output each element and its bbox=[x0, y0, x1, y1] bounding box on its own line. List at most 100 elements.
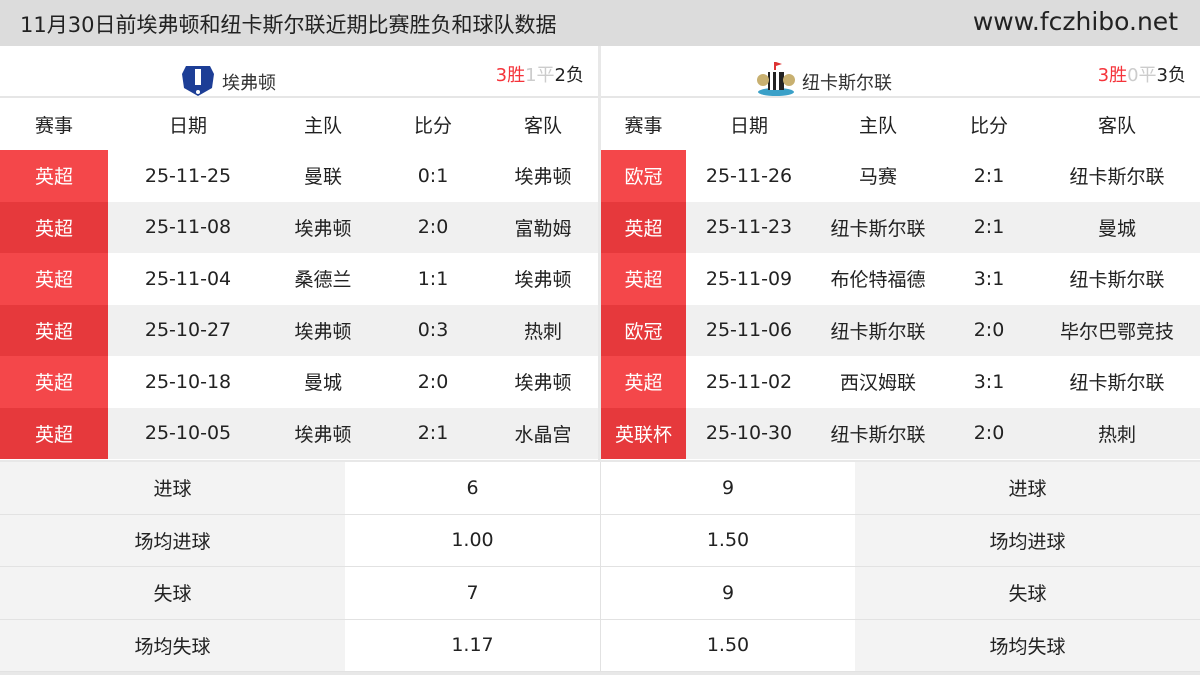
score: 0:3 bbox=[417, 319, 449, 342]
team-name: 埃弗顿 bbox=[178, 60, 276, 103]
column-header: 比分 bbox=[969, 114, 1008, 137]
stat-value-right: 1.50 bbox=[600, 514, 855, 566]
date: 25-10-27 bbox=[144, 319, 232, 342]
score: 2:0 bbox=[417, 370, 449, 393]
home-team: 纽卡斯尔联 bbox=[830, 320, 926, 343]
table-header: 赛事 日期 主队 比分 客队 bbox=[601, 98, 1200, 150]
competition: 英超 bbox=[0, 253, 108, 305]
away-team: 埃弗顿 bbox=[514, 372, 572, 395]
date: 25-10-05 bbox=[144, 422, 232, 445]
competition: 欧冠 bbox=[601, 150, 686, 202]
stat-value-left: 1.17 bbox=[345, 619, 600, 671]
match-row[interactable]: 英超 25-11-23 纽卡斯尔联 2:1 曼城 bbox=[601, 201, 1200, 253]
score: 2:1 bbox=[973, 216, 1005, 239]
stat-label-left: 进球 bbox=[0, 462, 345, 514]
competition: 英超 bbox=[601, 356, 686, 408]
competition: 英超 bbox=[0, 304, 108, 356]
match-row[interactable]: 英超 25-10-18 曼城 2:0 埃弗顿 bbox=[0, 356, 598, 408]
match-row[interactable]: 英超 25-11-08 埃弗顿 2:0 富勒姆 bbox=[0, 201, 598, 253]
stat-label-right: 场均失球 bbox=[855, 619, 1200, 671]
match-row[interactable]: 欧冠 25-11-06 纽卡斯尔联 2:0 毕尔巴鄂竞技 bbox=[601, 304, 1200, 356]
match-row[interactable]: 英联杯 25-10-30 纽卡斯尔联 2:0 热刺 bbox=[601, 407, 1200, 459]
column-header: 日期 bbox=[729, 114, 768, 137]
away-team: 水晶宫 bbox=[514, 423, 572, 446]
score: 2:0 bbox=[973, 422, 1005, 445]
competition: 英超 bbox=[0, 407, 108, 459]
column-header: 主队 bbox=[858, 114, 897, 137]
competition: 欧冠 bbox=[601, 304, 686, 356]
site-url[interactable]: www.fczhibo.net bbox=[972, 7, 1178, 36]
stat-label-right: 进球 bbox=[855, 462, 1200, 514]
newcastle-crest-icon bbox=[754, 60, 798, 103]
away-team: 埃弗顿 bbox=[514, 269, 572, 292]
away-team: 纽卡斯尔联 bbox=[1069, 269, 1165, 292]
score: 2:1 bbox=[417, 422, 449, 445]
stat-row: 场均失球 1.17 1.50 场均失球 bbox=[0, 619, 1200, 672]
team-name: 纽卡斯尔联 bbox=[754, 60, 892, 103]
away-team: 富勒姆 bbox=[514, 217, 572, 240]
score: 3:1 bbox=[973, 267, 1005, 290]
match-row[interactable]: 英超 25-11-04 桑德兰 1:1 埃弗顿 bbox=[0, 253, 598, 305]
away-team: 热刺 bbox=[1097, 423, 1136, 446]
stat-value-right: 1.50 bbox=[600, 619, 855, 671]
date: 25-11-26 bbox=[705, 164, 793, 187]
home-team: 纽卡斯尔联 bbox=[830, 217, 926, 240]
date: 25-11-09 bbox=[705, 267, 793, 290]
match-row[interactable]: 欧冠 25-11-26 马赛 2:1 纽卡斯尔联 bbox=[601, 150, 1200, 202]
table-header: 赛事 日期 主队 比分 客队 bbox=[0, 98, 598, 150]
date: 25-11-25 bbox=[144, 164, 232, 187]
home-team: 纽卡斯尔联 bbox=[830, 423, 926, 446]
home-team: 埃弗顿 bbox=[294, 320, 352, 343]
date: 25-11-02 bbox=[705, 370, 793, 393]
away-team: 纽卡斯尔联 bbox=[1069, 166, 1165, 189]
title-bar: 11月30日前埃弗顿和纽卡斯尔联近期比赛胜负和球队数据 www.fczhibo.… bbox=[0, 0, 1200, 46]
stat-row: 失球 7 9 失球 bbox=[0, 567, 1200, 620]
date: 25-11-23 bbox=[705, 216, 793, 239]
score: 2:0 bbox=[417, 216, 449, 239]
column-header: 赛事 bbox=[34, 114, 73, 137]
competition: 英超 bbox=[0, 201, 108, 253]
page-title: 11月30日前埃弗顿和纽卡斯尔联近期比赛胜负和球队数据 bbox=[20, 13, 557, 37]
home-team: 埃弗顿 bbox=[294, 423, 352, 446]
home-team: 曼联 bbox=[303, 166, 342, 189]
stat-row: 场均进球 1.00 1.50 场均进球 bbox=[0, 514, 1200, 567]
home-team: 埃弗顿 bbox=[294, 217, 352, 240]
score: 2:1 bbox=[973, 164, 1005, 187]
stats-table: 进球 6 9 进球 场均进球 1.00 1.50 场均进球 失球 7 9 失球 场均失球 1.17 1.50… bbox=[0, 462, 1200, 672]
team-row: 埃弗顿 3胜1平2负 bbox=[0, 46, 598, 98]
match-row[interactable]: 英超 25-11-02 西汉姆联 3:1 纽卡斯尔联 bbox=[601, 356, 1200, 408]
column-header: 主队 bbox=[303, 114, 342, 137]
stat-value-left: 6 bbox=[345, 462, 600, 514]
score: 1:1 bbox=[417, 267, 449, 290]
home-team: 布伦特福德 bbox=[830, 269, 926, 292]
competition: 英超 bbox=[601, 201, 686, 253]
record: 3胜1平2负 bbox=[495, 65, 584, 86]
everton-crest-icon bbox=[178, 60, 218, 103]
column-header: 客队 bbox=[523, 114, 562, 137]
score: 3:1 bbox=[973, 370, 1005, 393]
competition: 英超 bbox=[601, 253, 686, 305]
match-row[interactable]: 英超 25-11-09 布伦特福德 3:1 纽卡斯尔联 bbox=[601, 253, 1200, 305]
stat-label-right: 失球 bbox=[855, 567, 1200, 619]
newcastle-panel: 纽卡斯尔联 3胜0平3负 赛事 日期 主队 比分 客队 欧冠 25-11-26 马赛 2:1 纽卡斯尔… bbox=[601, 46, 1200, 460]
column-header: 日期 bbox=[168, 114, 207, 137]
column-header: 客队 bbox=[1097, 114, 1136, 137]
match-row[interactable]: 英超 25-10-05 埃弗顿 2:1 水晶宫 bbox=[0, 407, 598, 459]
competition: 英超 bbox=[0, 356, 108, 408]
team-row: 纽卡斯尔联 3胜0平3负 bbox=[601, 46, 1200, 98]
date: 25-10-30 bbox=[705, 422, 793, 445]
match-row[interactable]: 英超 25-11-25 曼联 0:1 埃弗顿 bbox=[0, 150, 598, 202]
away-team: 纽卡斯尔联 bbox=[1069, 372, 1165, 395]
home-team: 曼城 bbox=[303, 372, 342, 395]
stat-label-left: 场均失球 bbox=[0, 619, 345, 671]
match-row[interactable]: 英超 25-10-27 埃弗顿 0:3 热刺 bbox=[0, 304, 598, 356]
stat-value-right: 9 bbox=[600, 567, 855, 619]
stat-value-left: 1.00 bbox=[345, 514, 600, 566]
away-team: 曼城 bbox=[1097, 217, 1136, 240]
home-team: 桑德兰 bbox=[294, 269, 352, 292]
stat-value-left: 7 bbox=[345, 567, 600, 619]
date: 25-10-18 bbox=[144, 370, 232, 393]
date: 25-11-04 bbox=[144, 267, 232, 290]
away-team: 毕尔巴鄂竞技 bbox=[1059, 320, 1174, 343]
record: 3胜0平3负 bbox=[1097, 65, 1186, 86]
